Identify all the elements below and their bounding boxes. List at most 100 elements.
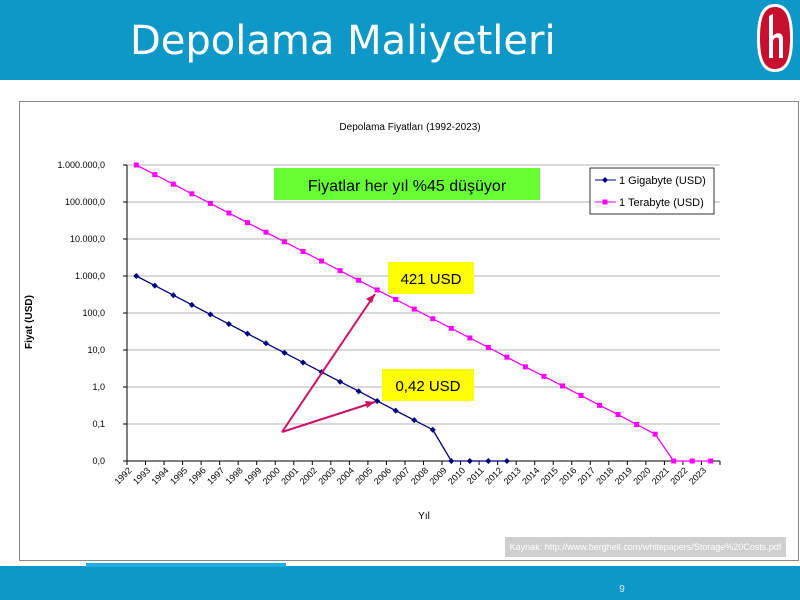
data-point-tb xyxy=(300,248,306,254)
arrow-to-tb xyxy=(281,293,376,433)
x-tick-label: 2014 xyxy=(520,465,541,486)
arrow-head-tb xyxy=(366,294,375,303)
footer-bar xyxy=(0,566,800,600)
data-point-tb xyxy=(411,306,417,312)
x-tick-label: 2010 xyxy=(446,465,467,486)
x-tick-label: 2017 xyxy=(576,465,597,486)
data-point-tb xyxy=(356,277,362,283)
data-point-gb xyxy=(207,311,214,318)
data-point-gb xyxy=(429,426,436,433)
arrow-to-gb xyxy=(281,401,376,433)
gb-callout-text: 0,42 USD xyxy=(395,378,460,395)
data-point-tb xyxy=(634,421,640,427)
x-tick-label: 2003 xyxy=(316,465,337,486)
data-point-gb xyxy=(151,282,158,289)
data-point-gb xyxy=(170,292,177,299)
x-tick-label: 2011 xyxy=(465,465,486,486)
data-point-gb xyxy=(262,340,269,347)
x-tick-label: 1992 xyxy=(112,465,133,486)
data-point-tb xyxy=(541,373,547,379)
data-point-gb xyxy=(244,330,251,337)
legend-box xyxy=(589,167,715,215)
chart-frame: Depolama Fiyatları (1992-2023) Yıl Fiyat… xyxy=(19,101,799,561)
data-point-tb xyxy=(522,364,528,370)
x-tick-label: 2005 xyxy=(353,465,374,486)
y-tick-labels: 0,0 0,1 1,0 10,0 100,0 1.000,0 10.000,0 100.000… xyxy=(57,160,105,466)
headline-box xyxy=(274,168,540,200)
x-tick-label: 1995 xyxy=(168,465,189,486)
x-tick-label: 1998 xyxy=(224,465,245,486)
x-tick-label: 2008 xyxy=(409,465,430,486)
x-tick-label: 2015 xyxy=(539,465,560,486)
x-tick-label: 2006 xyxy=(372,465,393,486)
x-tick-label: 2020 xyxy=(631,465,652,486)
footer-accent xyxy=(86,563,286,567)
data-point-tb xyxy=(226,210,232,216)
annotation-arrows xyxy=(281,293,376,433)
slide-title: Depolama Maliyetleri xyxy=(130,18,556,64)
x-tick-label: 2016 xyxy=(557,465,578,486)
data-point-tb xyxy=(671,458,677,464)
data-point-tb xyxy=(448,325,454,331)
x-tick-labels: 1992199319941995199619971998199920002001… xyxy=(112,465,708,486)
data-point-gb xyxy=(448,458,455,464)
y-tick-label: 10,0 xyxy=(87,345,105,355)
data-point-tb xyxy=(393,296,399,302)
x-tick-label: 2000 xyxy=(261,465,282,486)
y-tick-label: 1,0 xyxy=(92,382,105,392)
x-tick-label: 1994 xyxy=(150,465,171,486)
data-point-tb xyxy=(133,162,139,168)
data-point-tb xyxy=(207,200,213,206)
x-tick-label: 2001 xyxy=(279,465,300,486)
chart-svg: Depolama Fiyatları (1992-2023) Yıl Fiyat… xyxy=(24,122,721,522)
legend-marker-gb xyxy=(602,177,608,183)
data-point-tb xyxy=(337,268,343,274)
legend-marker-tb xyxy=(602,199,608,205)
x-tick-label: 2019 xyxy=(613,465,634,486)
data-point-tb xyxy=(578,392,584,398)
y-tick-label: 10.000,0 xyxy=(70,234,105,244)
data-point-tb xyxy=(374,287,380,293)
data-point-tb xyxy=(244,220,250,226)
x-tick-label: 2023 xyxy=(687,465,708,486)
page-number: 9 xyxy=(619,584,625,595)
data-point-gb xyxy=(133,273,140,279)
x-tick-label: 2009 xyxy=(427,465,448,486)
y-tick-label: 100.000,0 xyxy=(65,197,105,207)
series-line-1 xyxy=(135,164,711,462)
x-tick-label: 2018 xyxy=(594,465,615,486)
legend-label-gb: 1 Gigabyte (USD) xyxy=(619,175,706,187)
x-tick-label: 2013 xyxy=(502,465,523,486)
x-axis-label: Yıl xyxy=(418,511,430,522)
data-point-tb xyxy=(689,458,695,464)
data-point-tb xyxy=(430,316,436,322)
y-axis-label: Fiyat (USD) xyxy=(24,295,35,349)
data-point-tb xyxy=(559,383,565,389)
header-bar xyxy=(0,0,800,80)
x-tick-label: 2002 xyxy=(298,465,319,486)
source-note[interactable]: Kaynak: http://www.berghell.com/whitepap… xyxy=(505,537,786,557)
y-tick-label: 0,0 xyxy=(92,456,105,466)
arrow-head-gb xyxy=(365,401,375,408)
data-point-tb xyxy=(319,258,325,264)
x-tick-label: 2021 xyxy=(650,465,671,486)
y-tick-label: 1.000.000,0 xyxy=(57,160,105,170)
x-tick-label: 2004 xyxy=(335,465,356,486)
data-point-tb xyxy=(597,402,603,408)
data-point-tb xyxy=(652,431,658,437)
data-point-gb xyxy=(188,301,195,308)
y-tick-label: 100,0 xyxy=(82,308,105,318)
x-tick-label: 1997 xyxy=(205,465,226,486)
data-point-gb xyxy=(281,349,288,356)
data-point-gb xyxy=(355,388,362,395)
data-point-tb xyxy=(282,239,288,245)
data-point-tb xyxy=(708,458,714,464)
data-point-tb xyxy=(615,412,621,418)
x-tick-label: 1999 xyxy=(242,465,263,486)
y-tick-label: 1.000,0 xyxy=(75,271,105,281)
chart-title: Depolama Fiyatları (1992-2023) xyxy=(339,122,480,133)
x-tick-label: 2012 xyxy=(483,465,504,486)
data-point-tb xyxy=(485,344,491,350)
y-tick-label: 0,1 xyxy=(92,419,105,429)
data-point-gb xyxy=(374,397,381,404)
